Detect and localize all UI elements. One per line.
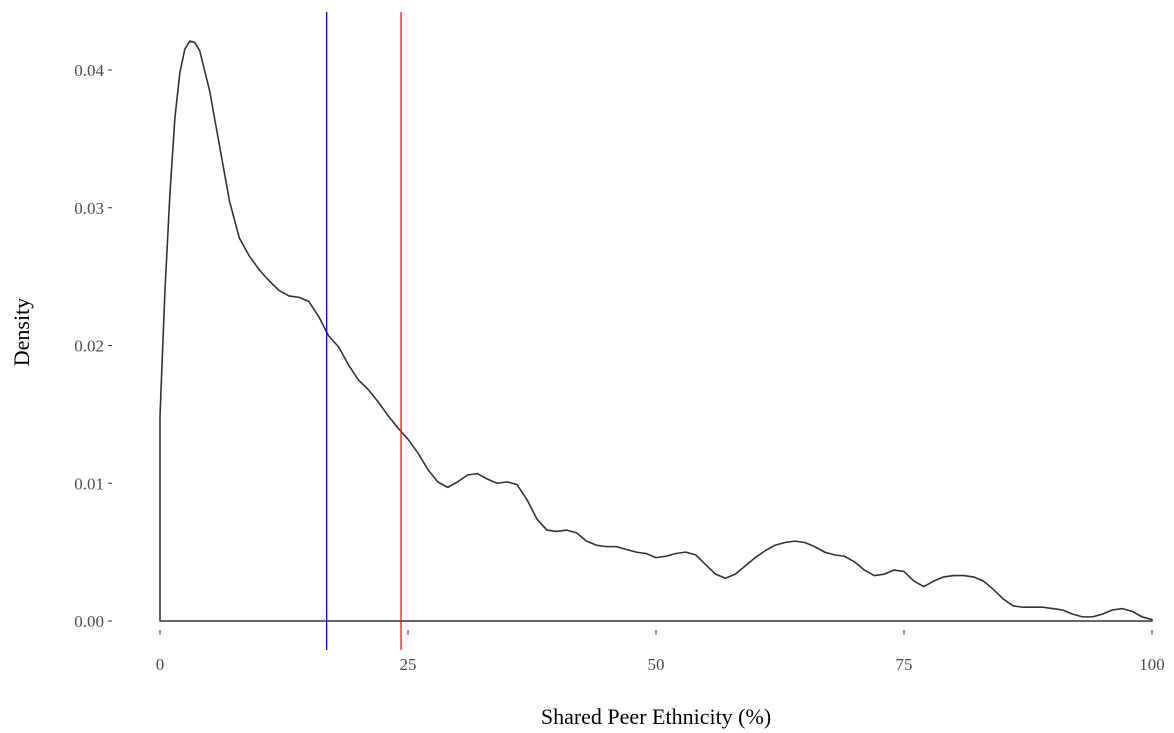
y-tick-label: 0.03 (74, 199, 104, 218)
y-tick-label: 0.01 (74, 474, 104, 493)
x-axis-title: Shared Peer Ethnicity (%) (541, 704, 771, 729)
x-tick-label: 100 (1139, 655, 1165, 674)
y-tick-label: 0.04 (74, 61, 104, 80)
y-axis-title: Density (9, 298, 34, 366)
y-tick-label: 0.02 (74, 337, 104, 356)
y-tick-label: 0.00 (74, 612, 104, 631)
plot-area (159, 12, 1153, 650)
x-tick-label: 25 (400, 655, 417, 674)
x-tick-label: 0 (156, 655, 165, 674)
x-tick-label: 75 (896, 655, 913, 674)
x-tick-label: 50 (648, 655, 665, 674)
density-curve (159, 40, 1153, 622)
axes: 0.00 0.01 0.02 0.03 0.04 0 25 50 75 100 (74, 61, 1165, 674)
